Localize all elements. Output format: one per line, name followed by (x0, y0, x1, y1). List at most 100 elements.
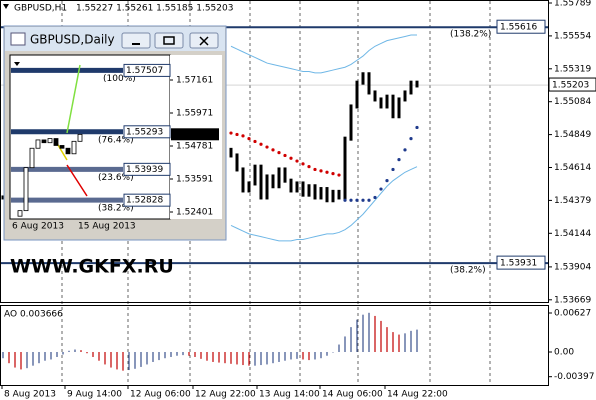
candle (367, 72, 371, 95)
sar-dot (355, 198, 359, 202)
candle (265, 174, 269, 200)
sar-dot (229, 131, 233, 135)
ao-bar (62, 352, 64, 355)
candle (259, 164, 263, 200)
sar-dot (313, 167, 317, 172)
candle (289, 178, 293, 193)
sar-dot (235, 132, 239, 137)
inset-candle (29, 147, 35, 169)
ao-bar (38, 352, 40, 364)
candle (379, 97, 383, 109)
sar-dot (385, 179, 389, 183)
ao-bar (98, 352, 100, 361)
watermark: WWW.GKFX.RU (10, 256, 174, 278)
ao-bar (212, 352, 214, 362)
candle (253, 164, 257, 186)
x-tick-label: 9 Aug 14:00 (67, 390, 122, 400)
ao-bar (128, 352, 130, 371)
y-tick-label: 1.54849 (554, 130, 591, 140)
ao-bar (272, 352, 274, 364)
ao-bar (404, 333, 406, 352)
sar-dot (259, 142, 263, 146)
candle (277, 167, 281, 189)
sar-dot (349, 198, 353, 202)
inset-candle (65, 147, 71, 155)
candle (301, 181, 305, 197)
y-tick-label: 1.55319 (554, 64, 591, 74)
maximize-button[interactable] (154, 32, 184, 49)
ao-bar (56, 352, 58, 357)
x-tick-label: 12 Aug 06:00 (130, 390, 191, 400)
sar-dot (271, 148, 275, 152)
sar-dot (409, 137, 413, 141)
ao-bar (32, 352, 34, 366)
ao-bar (92, 352, 94, 357)
candle (247, 181, 251, 193)
y-tick-label: 1.54614 (554, 163, 591, 173)
inset-fib-price: 1.55293 (126, 127, 163, 137)
ao-bar (2, 352, 4, 359)
fib-price: 1.53931 (500, 259, 537, 269)
y-tick-label: 1.55554 (554, 31, 591, 41)
y-tick-label: 1.53669 (554, 295, 591, 305)
sar-dot (277, 151, 281, 155)
candle (355, 80, 359, 109)
sar-dot (247, 137, 251, 141)
ao-bar (116, 352, 118, 370)
ao-bar (170, 352, 172, 357)
ao-bar (374, 315, 376, 352)
last-price-box (548, 77, 596, 92)
fib-label: (38.2%) (450, 266, 486, 276)
ao-bar (344, 336, 346, 352)
sar-dot (331, 172, 335, 176)
ao-bar (74, 349, 76, 352)
candle (397, 97, 401, 119)
ao-bar (266, 352, 268, 365)
inset-fib-price: 1.52828 (126, 196, 163, 206)
candle (295, 181, 299, 193)
minimize-button[interactable] (121, 32, 151, 49)
sar-dot (391, 167, 395, 172)
main-frame (0, 0, 549, 303)
chart-icon (10, 32, 26, 46)
candle (403, 90, 407, 102)
candle (337, 189, 341, 200)
candle (1, 195, 5, 200)
sar-dot (337, 173, 341, 177)
y-tick-label: 1.53904 (554, 262, 591, 272)
inset-last-price: 1.55203 (174, 130, 211, 140)
sar-dot (307, 165, 311, 169)
ao-bar (164, 352, 166, 359)
max-glyph (163, 36, 175, 45)
sar-dot (253, 139, 257, 144)
inset-y-tick-label: 1.55971 (176, 109, 213, 119)
candle (385, 94, 389, 109)
sar-dot (397, 158, 401, 162)
fib-label: (138.2%) (450, 30, 491, 40)
sar-dot (367, 198, 371, 202)
sar-dot (283, 153, 287, 158)
fib-price-box (496, 255, 546, 270)
ao-bar (380, 320, 382, 352)
ao-bar (104, 352, 106, 365)
candle (349, 104, 353, 141)
inset-x-tick-label: 15 Aug 2013 (78, 222, 136, 232)
inset-y-tick-label: 1.54781 (176, 142, 213, 152)
ao-bar (44, 352, 46, 361)
inset-fib-label: (38.2%) (98, 204, 134, 214)
y-tick-label: 1.54379 (554, 196, 591, 206)
ao-bar (332, 352, 334, 353)
inset-fib-price: 1.53939 (126, 165, 163, 175)
ao-bar (386, 327, 388, 352)
inset-candle (59, 145, 65, 149)
fib-anchor-red (66, 164, 88, 197)
ohlc-text: 1.55227 1.55261 1.55185 1.55203 (76, 4, 233, 14)
ao-bar (8, 352, 10, 364)
ao-bar (242, 352, 244, 366)
ao-bar (338, 344, 340, 352)
ao-bar (14, 352, 16, 368)
ao-bar (206, 352, 208, 361)
sar-dot (289, 156, 293, 160)
